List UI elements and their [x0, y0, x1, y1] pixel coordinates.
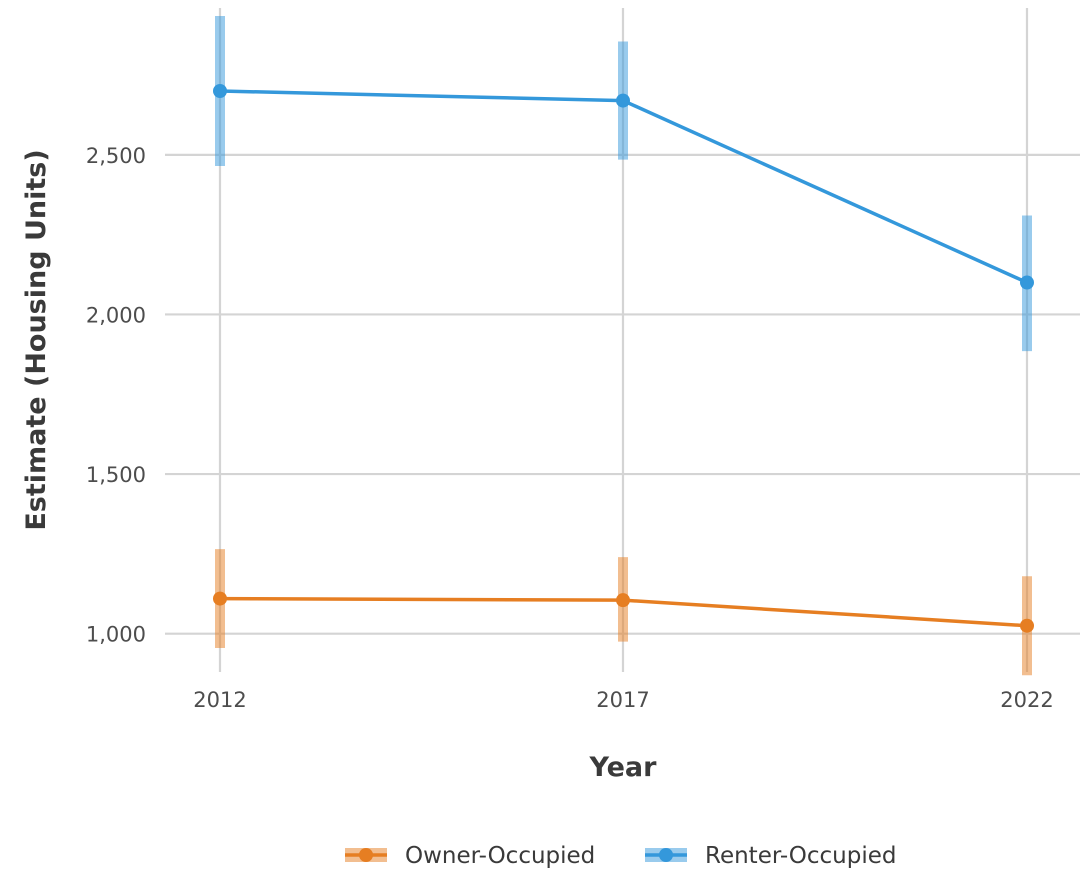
x-axis-ticks: 2012 2017 2022: [193, 688, 1053, 712]
legend-item-owner-occupied: Owner-Occupied: [345, 843, 595, 869]
legend-key-point: [359, 848, 373, 862]
y-axis-title: Estimate (Housing Units): [21, 149, 52, 530]
data-point: [1020, 618, 1034, 633]
legend-key-point: [659, 848, 673, 862]
data-point: [1020, 275, 1034, 290]
series-owner-occupied: [213, 549, 1034, 676]
data-point: [616, 93, 630, 108]
x-axis-title: Year: [589, 752, 658, 783]
legend-label: Owner-Occupied: [405, 843, 595, 869]
legend: Owner-Occupied Renter-Occupied: [345, 843, 896, 869]
legend-label: Renter-Occupied: [705, 843, 896, 869]
data-point: [213, 84, 227, 98]
x-tick-label: 2017: [596, 688, 649, 712]
y-tick-label: 1,500: [86, 463, 146, 487]
data-point: [213, 591, 227, 606]
y-axis-ticks: 1,000 1,500 2,000 2,500: [86, 144, 146, 647]
series-layer: [213, 15, 1034, 676]
data-point: [616, 593, 630, 608]
y-tick-label: 2,500: [86, 144, 146, 168]
series-renter-occupied: [213, 15, 1034, 352]
x-tick-label: 2022: [1000, 688, 1053, 712]
x-tick-label: 2012: [193, 688, 246, 712]
y-tick-label: 2,000: [86, 303, 146, 327]
y-tick-label: 1,000: [86, 623, 146, 647]
legend-item-renter-occupied: Renter-Occupied: [645, 843, 896, 869]
